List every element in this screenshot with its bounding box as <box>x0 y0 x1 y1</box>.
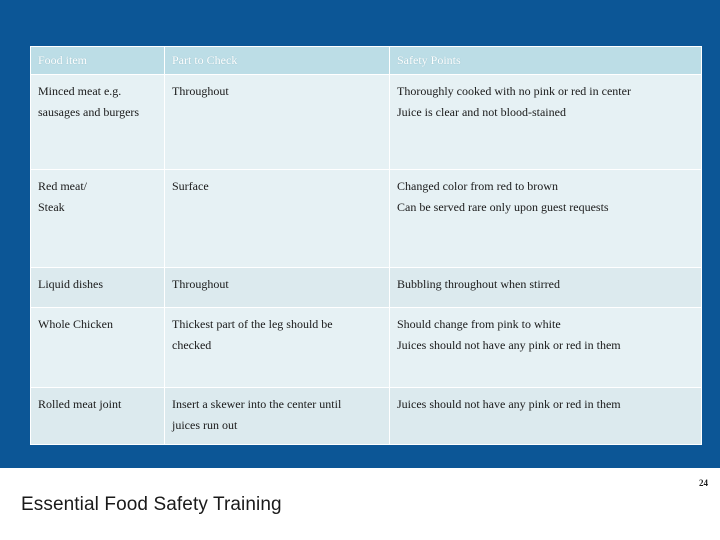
table-row: Rolled meat joint Insert a skewer into t… <box>30 387 702 445</box>
header-part-to-check: Part to Check <box>164 46 390 75</box>
safety-line: Should change from pink to white <box>397 317 561 331</box>
safety-line: Bubbling throughout when stirred <box>397 277 560 291</box>
food-item-line: sausages and burgers <box>38 105 140 119</box>
part-line: Thickest part of the leg should be <box>172 317 333 331</box>
part-line: Surface <box>172 179 209 193</box>
footer-band <box>0 468 720 540</box>
food-item-cell: Whole Chicken <box>30 307 165 388</box>
safety-points-cell: Thoroughly cooked with no pink or red in… <box>389 74 702 170</box>
page-number: 24 <box>699 478 708 488</box>
food-item-line: Minced meat e.g. <box>38 84 122 98</box>
safety-line: Juices should not have any pink or red i… <box>397 397 621 411</box>
part-line: checked <box>172 338 212 352</box>
part-line: Insert a skewer into the center until <box>172 397 342 411</box>
safety-line: Juices should not have any pink or red i… <box>397 338 621 352</box>
table-row: Red meat/ Steak Surface Changed color fr… <box>30 169 702 268</box>
food-item-line: Red meat/ <box>38 179 87 193</box>
table-header-row: Food item Part to Check Safety Points <box>30 46 702 75</box>
header-food-item: Food item <box>30 46 165 75</box>
safety-line: Juice is clear and not blood-stained <box>397 105 566 119</box>
food-item-line: Liquid dishes <box>38 277 103 291</box>
table-row: Whole Chicken Thickest part of the leg s… <box>30 307 702 388</box>
part-to-check-cell: Surface <box>164 169 390 268</box>
food-item-cell: Rolled meat joint <box>30 387 165 445</box>
safety-line: Changed color from red to brown <box>397 179 558 193</box>
header-safety-points: Safety Points <box>389 46 702 75</box>
footer-title: Essential Food Safety Training <box>21 494 282 515</box>
food-item-cell: Red meat/ Steak <box>30 169 165 268</box>
food-item-line: Rolled meat joint <box>38 397 122 411</box>
part-to-check-cell: Throughout <box>164 267 390 308</box>
part-to-check-cell: Insert a skewer into the center until ju… <box>164 387 390 445</box>
food-safety-table: Food item Part to Check Safety Points Mi… <box>30 46 702 445</box>
food-item-line: Steak <box>38 200 65 214</box>
part-to-check-cell: Throughout <box>164 74 390 170</box>
food-item-cell: Minced meat e.g. sausages and burgers <box>30 74 165 170</box>
safety-points-cell: Should change from pink to white Juices … <box>389 307 702 388</box>
safety-line: Thoroughly cooked with no pink or red in… <box>397 84 631 98</box>
food-item-cell: Liquid dishes <box>30 267 165 308</box>
food-item-line: Whole Chicken <box>38 317 113 331</box>
safety-points-cell: Bubbling throughout when stirred <box>389 267 702 308</box>
safety-points-cell: Juices should not have any pink or red i… <box>389 387 702 445</box>
table-row: Liquid dishes Throughout Bubbling throug… <box>30 267 702 308</box>
safety-line: Can be served rare only upon guest reque… <box>397 200 609 214</box>
part-line: Throughout <box>172 84 229 98</box>
part-line: Throughout <box>172 277 229 291</box>
safety-points-cell: Changed color from red to brown Can be s… <box>389 169 702 268</box>
table-row: Minced meat e.g. sausages and burgers Th… <box>30 74 702 170</box>
part-to-check-cell: Thickest part of the leg should be check… <box>164 307 390 388</box>
part-line: juices run out <box>172 418 238 432</box>
